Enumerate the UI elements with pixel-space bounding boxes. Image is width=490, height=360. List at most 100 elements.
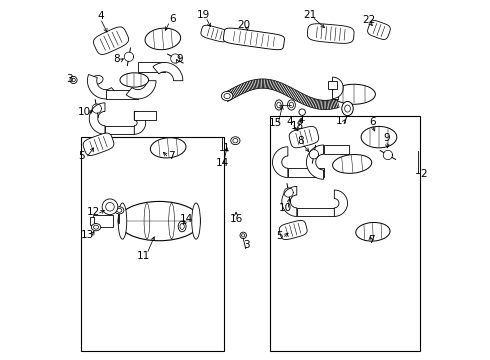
Polygon shape [317, 100, 320, 109]
Polygon shape [279, 220, 307, 239]
Polygon shape [282, 85, 287, 94]
Polygon shape [333, 90, 338, 99]
Polygon shape [246, 81, 251, 91]
Polygon shape [333, 77, 343, 99]
Text: 13: 13 [81, 230, 95, 240]
Polygon shape [266, 79, 269, 89]
Ellipse shape [180, 224, 184, 229]
Ellipse shape [106, 203, 114, 211]
Polygon shape [279, 84, 284, 93]
Polygon shape [259, 79, 261, 88]
Polygon shape [289, 89, 294, 98]
Ellipse shape [333, 84, 375, 104]
Ellipse shape [102, 199, 118, 215]
Polygon shape [289, 126, 318, 148]
Polygon shape [248, 81, 252, 90]
Polygon shape [269, 80, 272, 89]
Ellipse shape [115, 207, 124, 214]
Ellipse shape [118, 203, 127, 239]
Polygon shape [335, 98, 339, 108]
Ellipse shape [231, 137, 240, 145]
Polygon shape [302, 95, 307, 104]
Polygon shape [294, 92, 300, 100]
Text: 3: 3 [67, 74, 74, 84]
Ellipse shape [91, 76, 103, 85]
Text: 1: 1 [223, 143, 229, 153]
Polygon shape [292, 90, 297, 99]
Text: 18: 18 [291, 121, 304, 131]
Polygon shape [300, 94, 306, 104]
Polygon shape [254, 80, 257, 89]
Text: 4: 4 [97, 12, 104, 21]
Bar [81, 137, 223, 351]
Polygon shape [334, 190, 347, 216]
Ellipse shape [277, 102, 281, 108]
Ellipse shape [169, 203, 174, 239]
Bar [270, 116, 420, 351]
Text: 19: 19 [196, 10, 210, 20]
Ellipse shape [224, 94, 230, 99]
Polygon shape [224, 92, 230, 101]
Ellipse shape [344, 105, 350, 112]
Polygon shape [138, 63, 165, 72]
Polygon shape [242, 83, 247, 92]
Polygon shape [303, 96, 308, 105]
Polygon shape [290, 89, 296, 98]
Ellipse shape [117, 208, 122, 212]
Polygon shape [283, 86, 289, 95]
Polygon shape [297, 93, 303, 102]
Polygon shape [258, 79, 260, 89]
Polygon shape [276, 82, 281, 91]
Polygon shape [230, 89, 236, 98]
Polygon shape [236, 86, 242, 95]
Ellipse shape [72, 78, 75, 82]
Polygon shape [329, 100, 331, 109]
Polygon shape [118, 213, 119, 223]
Polygon shape [93, 215, 113, 227]
Polygon shape [333, 99, 336, 108]
Polygon shape [309, 98, 314, 107]
Polygon shape [322, 100, 324, 109]
Ellipse shape [120, 73, 148, 87]
Polygon shape [323, 100, 325, 110]
Polygon shape [235, 86, 240, 95]
Polygon shape [368, 21, 391, 40]
Polygon shape [288, 168, 323, 177]
Ellipse shape [118, 202, 200, 241]
Polygon shape [306, 97, 311, 106]
Polygon shape [239, 84, 245, 94]
Polygon shape [241, 84, 246, 93]
Text: 8: 8 [113, 54, 120, 64]
Polygon shape [307, 24, 354, 43]
Polygon shape [226, 91, 232, 100]
Polygon shape [88, 75, 118, 99]
Ellipse shape [70, 76, 77, 84]
Text: 6: 6 [170, 14, 176, 24]
Text: 12: 12 [87, 207, 100, 217]
Text: 11: 11 [137, 251, 150, 261]
Polygon shape [126, 81, 156, 99]
Polygon shape [293, 91, 299, 100]
Polygon shape [264, 79, 266, 88]
Ellipse shape [233, 139, 238, 143]
Polygon shape [272, 147, 288, 177]
Polygon shape [227, 90, 233, 99]
Polygon shape [270, 80, 273, 89]
Ellipse shape [242, 234, 245, 237]
Text: 10: 10 [278, 203, 292, 213]
Text: 7: 7 [168, 151, 175, 161]
Polygon shape [313, 99, 317, 108]
Polygon shape [297, 208, 334, 216]
Polygon shape [282, 186, 297, 216]
Ellipse shape [333, 154, 372, 173]
Polygon shape [223, 28, 285, 50]
Text: 2: 2 [420, 168, 427, 179]
Ellipse shape [240, 232, 246, 239]
Polygon shape [89, 103, 105, 134]
Polygon shape [280, 84, 286, 93]
Polygon shape [272, 81, 276, 90]
Ellipse shape [299, 109, 305, 115]
Polygon shape [134, 111, 156, 120]
Polygon shape [327, 100, 330, 109]
Polygon shape [261, 79, 263, 88]
